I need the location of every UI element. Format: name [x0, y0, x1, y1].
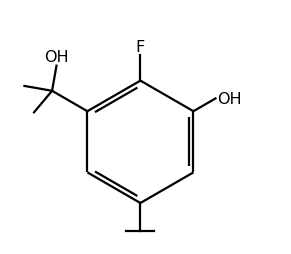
Text: F: F [136, 40, 145, 55]
Text: OH: OH [217, 92, 241, 106]
Text: OH: OH [44, 50, 69, 65]
